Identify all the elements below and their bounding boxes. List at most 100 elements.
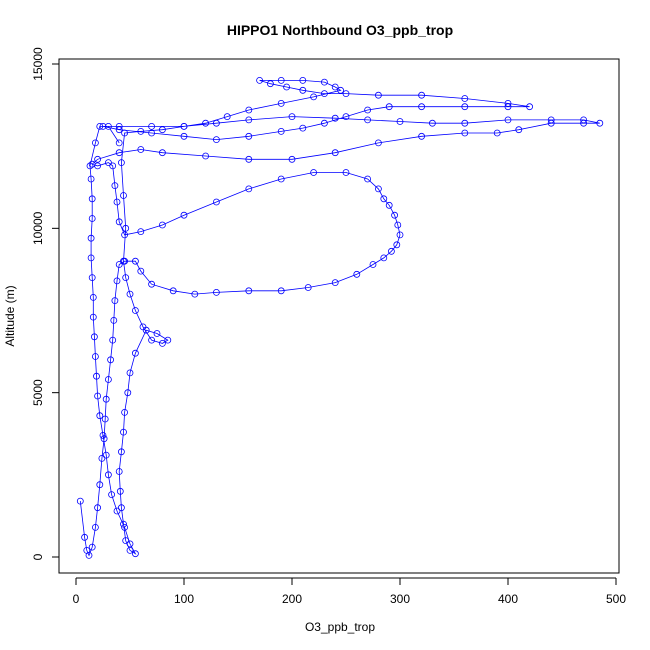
data-point	[331, 279, 339, 287]
data-point	[331, 114, 339, 122]
data-point	[277, 100, 285, 107]
data-point	[148, 123, 156, 130]
data-point	[94, 392, 101, 400]
data-point	[428, 119, 436, 127]
data-point	[126, 540, 134, 548]
data-point	[148, 280, 156, 288]
data-point	[131, 257, 139, 265]
data-point	[158, 149, 166, 157]
data-point	[288, 113, 296, 120]
data-point	[164, 336, 172, 344]
x-axis-label: O3_ppb_trop	[305, 620, 375, 634]
data-point	[299, 77, 307, 84]
data-point	[547, 116, 555, 124]
data-point	[113, 198, 121, 206]
data-point	[120, 520, 127, 528]
data-point	[461, 119, 469, 127]
data-point	[121, 524, 128, 531]
data-point	[137, 267, 145, 275]
data-point	[461, 103, 469, 111]
data-point	[137, 127, 145, 135]
data-point	[202, 152, 210, 160]
data-point	[396, 118, 404, 125]
data-point	[342, 113, 350, 120]
x-tick-label: 500	[606, 592, 626, 606]
data-point	[88, 215, 96, 222]
data-point	[245, 185, 253, 193]
data-point	[169, 287, 177, 295]
data-point	[245, 106, 253, 114]
data-point	[394, 221, 402, 229]
data-point	[191, 290, 199, 298]
data-point	[113, 277, 121, 285]
data-point	[504, 103, 512, 111]
data-point	[105, 471, 112, 479]
data-point	[110, 316, 118, 324]
data-point	[418, 103, 426, 111]
data-point	[580, 119, 587, 127]
data-point	[116, 487, 124, 495]
data-point	[158, 221, 166, 229]
data-point	[115, 126, 123, 134]
data-point	[277, 175, 285, 183]
data-point	[342, 90, 350, 97]
x-tick-label: 0	[73, 592, 80, 606]
data-point	[91, 333, 98, 341]
data-point	[126, 369, 134, 377]
data-point	[142, 326, 150, 334]
data-point	[131, 349, 139, 357]
x-axis: 0 100 200 300 400 500	[73, 577, 626, 606]
data-point	[122, 537, 130, 544]
data-point	[137, 146, 145, 153]
data-point	[99, 431, 107, 439]
data-point	[331, 83, 339, 91]
data-point	[118, 448, 125, 456]
data-point	[266, 80, 274, 88]
data-point	[87, 175, 95, 183]
data-point	[76, 497, 84, 505]
data-point	[87, 254, 95, 262]
data-point	[369, 261, 377, 268]
data-point	[418, 91, 426, 99]
data-point	[364, 175, 372, 183]
x-tick-label: 300	[390, 592, 410, 606]
x-tick-label: 200	[282, 592, 302, 606]
data-point	[85, 552, 93, 559]
data-point	[153, 330, 161, 337]
data-point	[107, 356, 114, 364]
data-point	[385, 201, 393, 209]
data-point	[493, 129, 501, 137]
data-layer	[76, 77, 604, 559]
data-point	[92, 524, 99, 531]
data-point	[374, 91, 382, 99]
data-point	[310, 93, 318, 101]
data-point	[380, 195, 388, 203]
data-point	[418, 132, 426, 140]
data-point	[105, 159, 112, 167]
data-point	[256, 77, 264, 84]
y-axis: 0 5000 10000 15000	[31, 47, 60, 560]
data-point	[461, 129, 469, 137]
data-point	[245, 116, 253, 124]
x-tick-label: 100	[174, 592, 194, 606]
data-point	[115, 139, 123, 147]
data-point	[223, 113, 231, 120]
data-point	[515, 126, 523, 134]
data-point	[380, 254, 388, 262]
data-point	[396, 231, 404, 239]
data-point	[101, 415, 109, 423]
data-point	[391, 211, 399, 219]
data-point	[124, 389, 132, 397]
data-point	[115, 149, 123, 157]
data-point	[86, 162, 94, 170]
data-point	[92, 139, 99, 147]
data-point	[212, 288, 220, 296]
data-point	[337, 86, 345, 94]
data-point	[100, 435, 108, 443]
data-point	[121, 129, 128, 137]
data-point	[105, 123, 112, 130]
data-point	[331, 149, 339, 157]
data-point	[245, 287, 253, 295]
